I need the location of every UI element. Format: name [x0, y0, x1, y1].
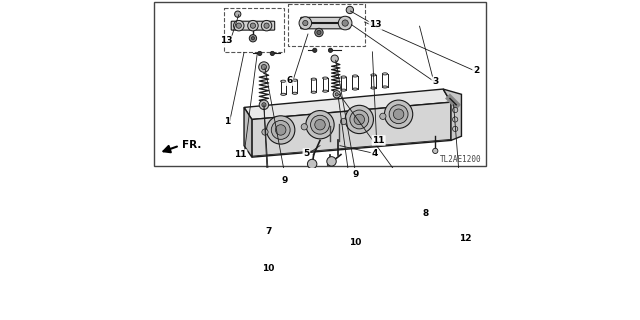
Circle shape: [335, 93, 339, 96]
Ellipse shape: [323, 90, 328, 92]
Ellipse shape: [281, 93, 286, 95]
Circle shape: [248, 20, 258, 31]
Polygon shape: [244, 108, 252, 157]
Ellipse shape: [341, 89, 346, 91]
Ellipse shape: [353, 88, 358, 90]
Text: 10: 10: [262, 264, 275, 273]
Ellipse shape: [382, 73, 388, 75]
Circle shape: [452, 126, 458, 132]
Bar: [287, 4, 365, 46]
Circle shape: [317, 30, 321, 35]
Circle shape: [307, 159, 317, 169]
Circle shape: [262, 129, 268, 135]
Circle shape: [306, 110, 334, 139]
Text: 5: 5: [303, 149, 310, 158]
Circle shape: [259, 100, 269, 109]
Circle shape: [346, 6, 353, 14]
Circle shape: [275, 125, 286, 135]
Circle shape: [262, 103, 266, 107]
Ellipse shape: [292, 79, 298, 81]
Circle shape: [259, 62, 269, 72]
Text: 9: 9: [281, 176, 287, 185]
Text: 7: 7: [266, 227, 272, 236]
Circle shape: [328, 48, 333, 52]
Circle shape: [261, 20, 272, 31]
Circle shape: [249, 35, 257, 42]
Circle shape: [342, 20, 348, 26]
Circle shape: [389, 105, 408, 124]
Text: 12: 12: [460, 234, 472, 243]
Circle shape: [261, 64, 266, 70]
Circle shape: [234, 20, 244, 31]
FancyBboxPatch shape: [231, 21, 275, 30]
Ellipse shape: [341, 76, 346, 78]
Text: 10: 10: [349, 237, 362, 246]
Circle shape: [271, 121, 290, 140]
Circle shape: [299, 17, 312, 29]
Circle shape: [433, 148, 438, 154]
Ellipse shape: [281, 80, 286, 82]
FancyBboxPatch shape: [301, 17, 350, 29]
Ellipse shape: [311, 78, 316, 80]
Circle shape: [350, 110, 369, 129]
Circle shape: [310, 115, 330, 134]
Circle shape: [385, 100, 413, 128]
Circle shape: [339, 16, 352, 30]
Circle shape: [313, 48, 317, 52]
Circle shape: [266, 116, 295, 144]
Text: TL2AE1200: TL2AE1200: [440, 155, 481, 164]
Ellipse shape: [382, 86, 388, 88]
Text: 9: 9: [353, 170, 359, 179]
Text: 6: 6: [287, 76, 292, 85]
Polygon shape: [443, 89, 461, 140]
Text: 11: 11: [234, 150, 246, 159]
Circle shape: [235, 11, 241, 17]
Text: 13: 13: [221, 36, 233, 45]
Text: FR.: FR.: [182, 140, 202, 150]
Circle shape: [250, 23, 255, 28]
Circle shape: [354, 114, 365, 125]
Ellipse shape: [323, 77, 328, 79]
Circle shape: [452, 117, 458, 122]
Circle shape: [327, 157, 336, 166]
Ellipse shape: [311, 91, 316, 93]
Circle shape: [394, 109, 404, 119]
Text: 2: 2: [473, 66, 479, 75]
Circle shape: [380, 113, 386, 119]
Circle shape: [315, 119, 325, 130]
Circle shape: [303, 20, 308, 26]
Ellipse shape: [353, 75, 358, 77]
Text: 1: 1: [223, 117, 230, 126]
Ellipse shape: [371, 74, 376, 76]
Text: 8: 8: [422, 209, 429, 218]
Circle shape: [301, 124, 307, 130]
Text: 3: 3: [432, 77, 438, 86]
Text: 4: 4: [371, 149, 378, 158]
Circle shape: [315, 28, 323, 37]
Ellipse shape: [292, 92, 298, 94]
Circle shape: [331, 55, 339, 62]
Circle shape: [252, 37, 255, 40]
Circle shape: [345, 105, 374, 134]
Text: 13: 13: [369, 20, 382, 29]
Circle shape: [270, 51, 275, 56]
Circle shape: [340, 118, 347, 125]
Circle shape: [333, 91, 340, 98]
Ellipse shape: [371, 87, 376, 89]
Circle shape: [258, 51, 262, 56]
Text: 11: 11: [372, 136, 385, 145]
Polygon shape: [244, 89, 451, 119]
Circle shape: [264, 23, 269, 28]
Polygon shape: [252, 102, 451, 157]
Circle shape: [236, 23, 241, 28]
Circle shape: [452, 108, 458, 113]
Bar: [224, 8, 284, 52]
